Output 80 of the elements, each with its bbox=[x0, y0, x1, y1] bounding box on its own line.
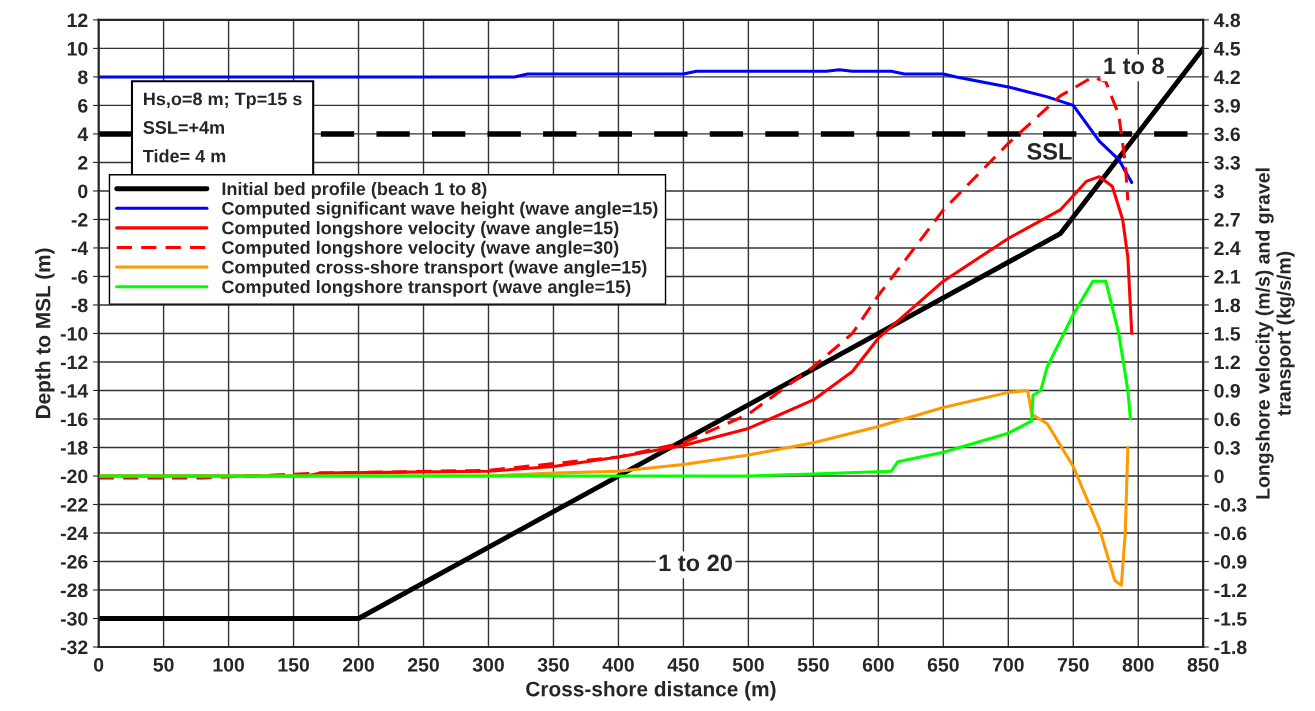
y-tick-label: -2 bbox=[71, 212, 88, 227]
y2-tick-label: 2.7 bbox=[1214, 212, 1240, 227]
y2-tick-label: -0.9 bbox=[1214, 554, 1247, 569]
annotation: Hs,o=8 m; Tp=15 s bbox=[144, 92, 302, 109]
x-tick-label: 800 bbox=[1122, 657, 1154, 672]
x-tick-label: 550 bbox=[797, 657, 829, 672]
y2-tick-label: -1.2 bbox=[1214, 583, 1247, 598]
y-tick-label: 4 bbox=[77, 127, 89, 141]
x-tick-label: 700 bbox=[992, 657, 1024, 672]
y2-tick-label: 2.1 bbox=[1214, 269, 1241, 284]
y2-tick-label: -1.5 bbox=[1214, 612, 1247, 626]
annotation: 1 to 8 bbox=[1104, 57, 1164, 75]
ref-line-label: SSL bbox=[1027, 143, 1072, 160]
y-tick-label: -8 bbox=[71, 298, 88, 313]
y2-tick-label: 4.8 bbox=[1213, 13, 1241, 28]
y2-tick-label: 1.2 bbox=[1214, 355, 1240, 370]
y-tick-label: 10 bbox=[67, 41, 88, 56]
y-tick-label: 0 bbox=[78, 184, 88, 199]
y-tick-label: -30 bbox=[60, 611, 88, 626]
legend-label: Computed longshore transport (wave angle=15) bbox=[222, 279, 631, 297]
annotation: Tide= 4 m bbox=[143, 149, 226, 163]
y2-tick-label: 0 bbox=[1214, 469, 1224, 484]
x-tick-label: 0 bbox=[93, 657, 104, 672]
y2-tick-label: 3.9 bbox=[1214, 98, 1240, 113]
y2-tick-label: 2.4 bbox=[1214, 241, 1241, 255]
y2-tick-label: 1.5 bbox=[1214, 327, 1241, 341]
legend-label: Computed longshore velocity (wave angle=30) bbox=[222, 240, 619, 258]
line-series bbox=[98, 279, 1132, 478]
x-axis-title: Cross-shore distance (m) bbox=[526, 681, 776, 701]
y2-axis-title: Longshore velocity (m/s) and gravel transport (kg/s/m) bbox=[1255, 168, 1295, 499]
y2-tick-label: 3.3 bbox=[1214, 155, 1240, 170]
legend-label: Computed cross-shore transport (wave angle=15) bbox=[222, 260, 647, 278]
y-tick-label: -26 bbox=[60, 554, 88, 569]
x-tick-label: 200 bbox=[342, 657, 374, 672]
y-tick-label: -20 bbox=[60, 469, 88, 484]
y-tick-label: -6 bbox=[71, 269, 88, 284]
y-tick-label: 6 bbox=[78, 98, 88, 113]
x-tick-label: 600 bbox=[862, 657, 894, 672]
legend-label: Computed significant wave height (wave angle=15) bbox=[222, 201, 658, 219]
y-tick-label: -16 bbox=[60, 412, 88, 427]
x-tick-label: 450 bbox=[667, 657, 699, 672]
x-tick-label: 750 bbox=[1057, 657, 1089, 672]
y-tick-label: -28 bbox=[60, 583, 88, 598]
annotation: 1 to 20 bbox=[659, 554, 732, 572]
y-tick-label: -12 bbox=[60, 355, 88, 370]
y2-tick-label: -0.6 bbox=[1214, 526, 1247, 541]
y2-tick-label: 4.5 bbox=[1213, 42, 1241, 56]
y-tick-label: 12 bbox=[67, 13, 88, 27]
y-tick-label: -24 bbox=[60, 526, 89, 541]
y-tick-label: 8 bbox=[78, 70, 88, 85]
x-tick-label: 50 bbox=[153, 657, 174, 672]
x-tick-label: 500 bbox=[732, 657, 764, 672]
x-tick-label: 300 bbox=[472, 657, 504, 672]
x-tick-label: 350 bbox=[537, 657, 569, 672]
y-tick-label: -18 bbox=[60, 440, 88, 455]
legend-label: Initial bed profile (beach 1 to 8) bbox=[222, 181, 487, 199]
y-tick-label: -22 bbox=[60, 497, 88, 512]
x-tick-label: 650 bbox=[927, 657, 959, 672]
x-tick-label: 400 bbox=[602, 657, 634, 672]
y2-tick-label: -0.3 bbox=[1214, 497, 1247, 512]
annotation: SSL=+4m bbox=[143, 121, 224, 134]
legend-label: Computed longshore velocity (wave angle=15) bbox=[222, 221, 619, 238]
x-tick-label: 100 bbox=[213, 657, 244, 672]
y2-tick-label: 0.6 bbox=[1214, 412, 1240, 427]
y2-tick-label: 3 bbox=[1214, 184, 1224, 199]
y2-tick-label: 0.3 bbox=[1214, 440, 1240, 455]
y-axis-title: Depth to MSL (m) bbox=[35, 248, 55, 419]
y2-tick-label: 0.9 bbox=[1214, 383, 1240, 398]
y-tick-label: 2 bbox=[78, 155, 88, 170]
x-tick-label: 150 bbox=[278, 657, 309, 672]
y-tick-label: -10 bbox=[60, 326, 88, 341]
x-tick-label: 250 bbox=[407, 657, 439, 672]
y2-tick-label: -1.8 bbox=[1214, 640, 1247, 655]
y2-tick-label: 3.6 bbox=[1214, 127, 1240, 142]
y2-tick-label: 4.2 bbox=[1213, 70, 1240, 84]
y-tick-label: -14 bbox=[60, 384, 89, 398]
y-tick-label: -4 bbox=[71, 241, 89, 255]
y2-tick-label: 1.8 bbox=[1214, 298, 1241, 313]
x-tick-label: 850 bbox=[1187, 657, 1219, 672]
y-tick-label: -32 bbox=[60, 640, 88, 655]
